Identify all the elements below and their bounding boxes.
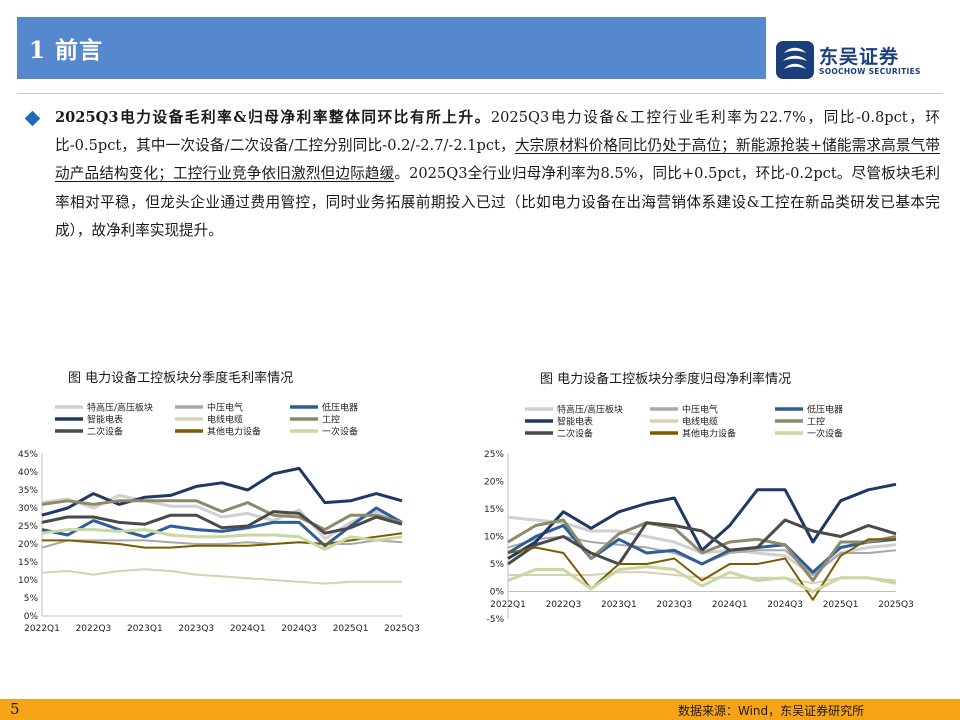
series-line	[507, 518, 897, 566]
x-tick-label: 2023Q1	[127, 624, 163, 634]
section-title: 1 前言	[29, 37, 104, 64]
y-tick-label: 0%	[24, 612, 39, 622]
y-tick-label: 45%	[18, 450, 38, 460]
legend-label: 其他电力设备	[207, 426, 261, 438]
x-tick-label: 2022Q1	[24, 624, 60, 634]
summary-text-1: 2025Q3电力设备&工控行业毛利率为22.7%，同比-0.8pct，环比-0.…	[55, 109, 940, 155]
y-tick-label: 25%	[484, 450, 504, 460]
x-tick-label: 2023Q3	[656, 600, 692, 610]
y-tick-label: 15%	[18, 558, 38, 568]
x-tick-label: 2025Q1	[823, 600, 859, 610]
net-margin-chart-title: 图 电力设备工控板块分季度归母净利率情况	[540, 372, 792, 387]
x-tick-label: 2025Q3	[878, 600, 914, 610]
y-tick-label: 10%	[18, 576, 38, 586]
logo-chinese-name: 东吴证券	[819, 46, 900, 68]
y-tick-label: 20%	[18, 540, 38, 550]
series-line	[41, 506, 403, 548]
x-tick-label: 2025Q3	[384, 624, 420, 634]
legend-label: 智能电表	[557, 416, 593, 428]
series-line	[41, 528, 403, 551]
x-tick-label: 2023Q3	[178, 624, 214, 634]
x-tick-label: 2025Q1	[333, 624, 369, 634]
series-line	[507, 482, 897, 560]
series-line	[41, 510, 403, 535]
y-tick-label: 5%	[490, 560, 505, 570]
legend-label: 中压电气	[207, 402, 243, 414]
y-tick-label: 25%	[18, 522, 38, 532]
x-tick-label: 2022Q3	[76, 624, 112, 634]
y-tick-label: 15%	[484, 505, 504, 515]
series-line	[41, 466, 403, 517]
footer-bar	[0, 699, 960, 720]
y-tick-label: -5%	[486, 615, 504, 625]
header-divider	[17, 93, 943, 94]
series-line	[41, 499, 403, 532]
legend-label: 其他电力设备	[682, 428, 736, 440]
legend-label: 电线电缆	[682, 416, 718, 428]
legend-label: 二次设备	[557, 428, 593, 440]
legend-label: 二次设备	[87, 426, 123, 438]
legend-label: 智能电表	[87, 414, 123, 426]
y-tick-label: 35%	[18, 486, 38, 496]
legend-label: 电线电缆	[207, 414, 243, 426]
x-tick-label: 2024Q3	[767, 600, 803, 610]
legend-label: 特高压/高压板块	[557, 404, 623, 416]
legend-label: 一次设备	[322, 426, 358, 438]
y-tick-label: 20%	[484, 478, 504, 488]
series-line	[41, 568, 402, 585]
legend-label: 低压电器	[807, 404, 843, 416]
x-tick-label: 2022Q3	[546, 600, 582, 610]
data-source: 数据来源：Wind，东吴证券研究所	[678, 704, 865, 718]
series-line	[507, 565, 897, 593]
y-tick-label: 10%	[484, 533, 504, 543]
series-line	[41, 539, 403, 549]
y-tick-label: 5%	[24, 594, 39, 604]
y-tick-label: 30%	[18, 504, 38, 514]
legend-label: 低压电器	[322, 402, 358, 414]
legend-label: 中压电气	[682, 404, 718, 416]
diamond-bullet-icon	[24, 110, 41, 127]
x-tick-label: 2023Q1	[601, 600, 637, 610]
legend-label: 工控	[807, 416, 825, 428]
y-tick-label: 0%	[490, 588, 505, 598]
summary-underlined-text: 大宗原材料价格同比仍处于高位；新能源抢装+储能需求高景气带动产品结构变化；工控行…	[55, 137, 940, 183]
x-tick-label: 2022Q1	[490, 600, 526, 610]
x-tick-label: 2024Q1	[712, 600, 748, 610]
y-tick-label: 40%	[18, 468, 38, 478]
soochow-logo-icon	[776, 41, 814, 79]
x-tick-label: 2024Q1	[230, 624, 266, 634]
x-tick-label: 2024Q3	[281, 624, 317, 634]
series-line	[507, 538, 896, 601]
legend-label: 一次设备	[807, 428, 843, 440]
logo-english-name: SOOCHOW SECURITIES	[819, 67, 921, 76]
summary-lead: 2025Q3电力设备毛利率&归母净利率整体同环比有所上升。	[55, 109, 491, 126]
page-number: 5	[10, 700, 20, 718]
summary-text-2: 。2025Q3全行业归母净利率为8.5%，同比+0.5pct，环比-0.2pct…	[55, 165, 940, 239]
gross-margin-chart-title: 图 电力设备工控板块分季度毛利率情况	[68, 371, 294, 386]
legend-label: 特高压/高压板块	[87, 402, 153, 414]
legend-label: 工控	[322, 414, 340, 426]
summary-paragraph: 2025Q3电力设备毛利率&归母净利率整体同环比有所上升。2025Q3电力设备&…	[55, 104, 940, 245]
section-title-bar: 1 前言	[17, 17, 766, 79]
series-line	[507, 518, 897, 582]
soochow-logo: 东吴证券 SOOCHOW SECURITIES	[775, 40, 955, 82]
